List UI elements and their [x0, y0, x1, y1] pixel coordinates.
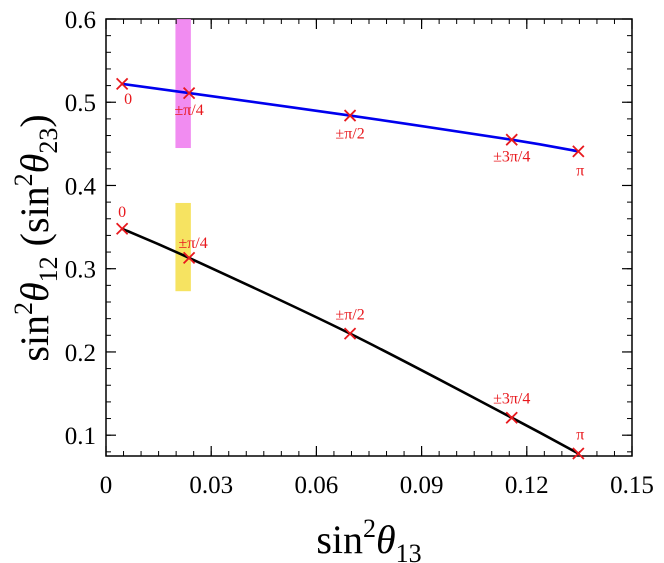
- y-tick-label: 0.6: [65, 7, 96, 34]
- labels-layer: 0 ±π/4 ±π/2 ±3π/4 π 0 ±π/4 ±π/2 ±3π/4 π: [118, 91, 584, 444]
- sin2theta23-marker: [115, 77, 129, 91]
- sin2theta12-point-label: ±π/2: [335, 307, 364, 324]
- sin2theta23-range-band: [175, 19, 191, 149]
- sin2theta23-point-label: 0: [124, 91, 132, 108]
- ticks-layer: 0 0.03 0.06 0.09 0.12 0.15 0.1 0.2 0.3 0.4 0.5 0.6: [65, 7, 654, 499]
- x-tick-label: 0.03: [189, 472, 233, 499]
- x-tick-label: 0: [100, 472, 113, 499]
- series-layer: [115, 77, 585, 460]
- y-tick-label: 0.3: [65, 257, 96, 284]
- sin2theta12-marker: [115, 222, 129, 235]
- y-axis-title: sin2θ12 (sin2θ23): [9, 114, 63, 361]
- sin2theta12-point-label: ±3π/4: [493, 391, 530, 408]
- y-tick-label: 0.4: [65, 173, 97, 200]
- x-axis-title: sin2θ13: [316, 514, 421, 563]
- sin2theta23-marker: [343, 109, 357, 122]
- sin2theta12-range-band: [175, 202, 191, 292]
- bands-layer: [175, 19, 191, 292]
- sin2theta23-point-label: ±π/2: [335, 126, 364, 143]
- sin2theta12-marker: [572, 447, 585, 460]
- x-tick-label: 0.09: [400, 472, 444, 499]
- sin2theta23-marker: [505, 133, 518, 146]
- y-tick-label: 0.5: [65, 90, 96, 117]
- y-tick-label: 0.1: [65, 423, 96, 450]
- sin2theta23-point-label: π: [576, 162, 584, 179]
- y-tick-label: 0.2: [65, 340, 96, 367]
- sin2theta12-marker: [182, 251, 196, 265]
- sin2theta23-point-label: ±3π/4: [493, 149, 530, 166]
- sin2theta23-marker: [182, 86, 196, 100]
- sin2theta12-point-label: π: [576, 427, 584, 444]
- x-tick-label: 0.15: [610, 472, 654, 499]
- sin2theta23-point-label: ±π/4: [174, 102, 203, 119]
- sin2theta12-point-label: ±π/4: [178, 235, 207, 252]
- sin2theta12-marker: [505, 411, 518, 424]
- sin2theta23-marker: [572, 145, 585, 158]
- sin2theta12-point-label: 0: [118, 204, 126, 221]
- x-tick-label: 0.12: [505, 472, 549, 499]
- x-tick-label: 0.06: [295, 472, 339, 499]
- sin2theta12-marker: [343, 327, 357, 340]
